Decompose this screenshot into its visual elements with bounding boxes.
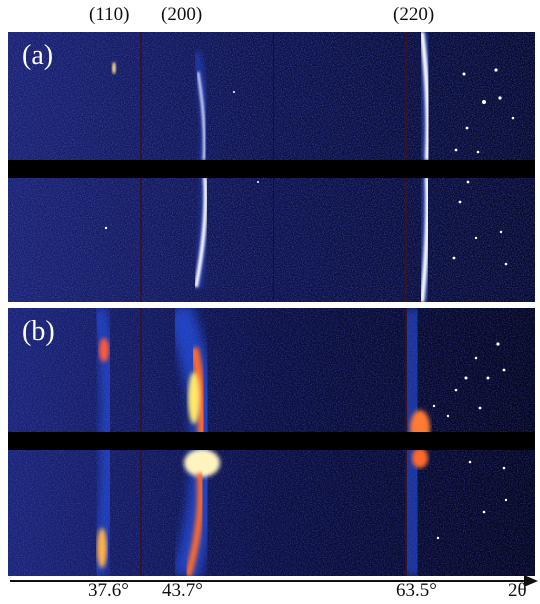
label-220: (220) <box>393 4 435 25</box>
panel-a-image: (a) <box>8 32 535 302</box>
axis-symbol: 2θ <box>508 580 527 601</box>
label-200: (200) <box>161 4 203 25</box>
panel-b-image: (b) <box>8 308 535 576</box>
panel-b-diffraction <box>8 308 535 576</box>
two-theta-axis-arrow <box>10 575 538 586</box>
panel-a-letter: (a) <box>22 40 54 71</box>
panel-a-diffraction <box>8 32 535 302</box>
angle-label-3: 63.5° <box>396 580 437 601</box>
label-110: (110) <box>89 4 130 25</box>
panel-b-letter: (b) <box>22 316 55 347</box>
angle-label-2: 43.7° <box>162 580 203 601</box>
angle-label-1: 37.6° <box>88 580 129 601</box>
